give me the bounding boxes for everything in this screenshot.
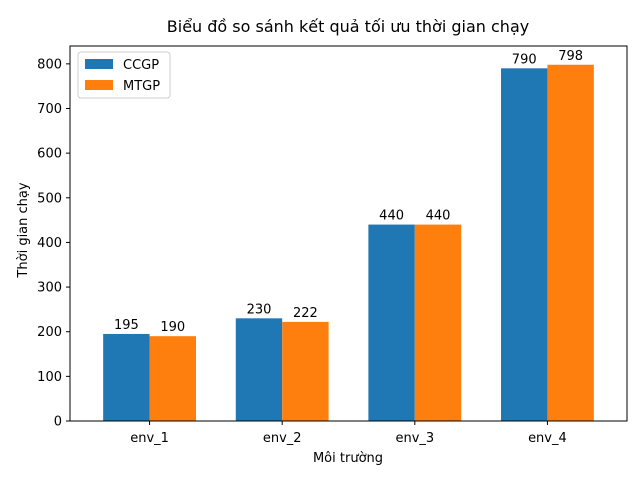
legend-label-mtgp: MTGP bbox=[123, 79, 160, 94]
bar-mtgp-env_2 bbox=[282, 321, 329, 421]
data-label: 222 bbox=[293, 306, 318, 321]
data-label: 440 bbox=[426, 209, 451, 224]
plot-frame bbox=[69, 45, 628, 422]
bar-ccgp-env_2 bbox=[235, 318, 283, 421]
y-axis-label: Thời gian chạy bbox=[16, 182, 31, 278]
y-tick-label: 100 bbox=[37, 370, 62, 385]
y-tick-label: 0 bbox=[54, 415, 62, 430]
bar-mtgp-env_1 bbox=[149, 336, 196, 421]
bar-ccgp-env_3 bbox=[368, 224, 415, 421]
bar-ccgp-env_4 bbox=[501, 68, 548, 422]
y-tick-label: 200 bbox=[37, 325, 62, 340]
y-tick-label: 400 bbox=[37, 236, 62, 251]
x-tick-label: env_4 bbox=[528, 431, 567, 446]
y-tick-label: 700 bbox=[37, 102, 62, 117]
data-label: 195 bbox=[114, 318, 139, 333]
y-tick-label: 600 bbox=[37, 147, 62, 162]
data-label: 230 bbox=[247, 302, 272, 317]
bar-mtgp-env_4 bbox=[547, 64, 594, 421]
y-tick-label: 500 bbox=[37, 191, 62, 206]
legend-swatch-ccgp bbox=[85, 59, 113, 69]
x-tick-label: env_3 bbox=[395, 431, 434, 446]
data-label: 190 bbox=[160, 320, 185, 335]
x-tick-label: env_2 bbox=[263, 431, 302, 446]
chart-title: Biểu đồ so sánh kết quả tối ưu thời gian… bbox=[167, 17, 529, 36]
y-tick-label: 800 bbox=[37, 57, 62, 72]
x-tick-label: env_1 bbox=[130, 431, 169, 446]
bar-ccgp-env_1 bbox=[103, 333, 150, 421]
legend-swatch-mtgp bbox=[85, 80, 113, 90]
legend: CCGP MTGP bbox=[77, 51, 171, 99]
data-label: 798 bbox=[558, 49, 583, 64]
y-tick-label: 300 bbox=[37, 281, 62, 296]
x-axis-label: Môi trường bbox=[313, 451, 383, 466]
bar-mtgp-env_3 bbox=[414, 224, 462, 421]
legend-label-ccgp: CCGP bbox=[123, 58, 159, 73]
data-label: 440 bbox=[379, 209, 404, 224]
data-label: 790 bbox=[512, 52, 537, 67]
